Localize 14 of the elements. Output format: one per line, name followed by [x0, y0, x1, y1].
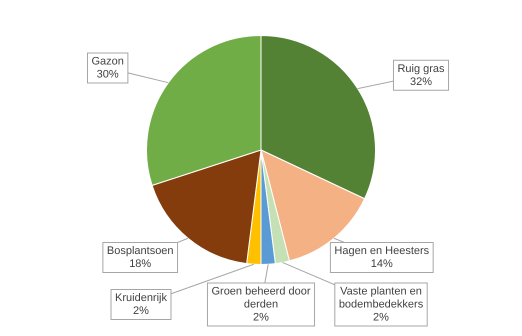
data-label: 2%: [133, 305, 150, 318]
slice-label: Groen beheerd door derden: [211, 286, 311, 311]
data-label: 32%: [410, 76, 432, 88]
slice-label: Vaste planten en bodembedekkers: [338, 286, 424, 311]
data-label: 18%: [129, 258, 152, 270]
slice-label: Ruig gras: [397, 62, 446, 75]
data-label: 14%: [370, 258, 394, 270]
slice-label: Bosplantsoen: [106, 245, 174, 258]
data-label: 2%: [373, 312, 390, 324]
slice-label: Hagen en Heesters: [334, 245, 430, 258]
data-label: 2%: [253, 312, 270, 324]
slice-label: Kruidenrijk: [115, 292, 168, 304]
data-label: 30%: [96, 68, 119, 81]
slice-label: Gazon: [91, 56, 124, 68]
